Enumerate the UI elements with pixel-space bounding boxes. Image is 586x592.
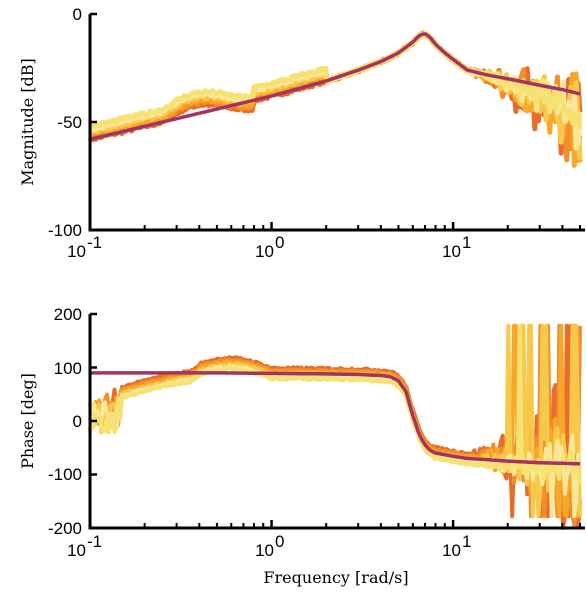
mag-xtick-0-exp: -1 (87, 233, 102, 252)
magnitude-measured-series-3 (89, 32, 583, 161)
phase-ytick-0: 200 (54, 305, 82, 324)
mag-xtick-2-base: 10 (442, 242, 461, 261)
phase-ylabel: Phase [deg] (18, 373, 37, 469)
magnitude-ticks (88, 12, 581, 232)
phase-xtick-2-exp: 1 (462, 532, 471, 551)
mag-xtick-2-exp: 1 (462, 233, 471, 252)
mag-ytick-1: -50 (57, 113, 82, 132)
phase-curves (88, 323, 582, 530)
phase-measured-series-3 (88, 323, 582, 519)
phase-panel: 200 100 0 -100 -200 10 -1 10 0 10 1 Phas… (18, 305, 585, 587)
phase-xtick-0-base: 10 (67, 541, 86, 560)
frequency-xlabel: Frequency [rad/s] (263, 568, 408, 587)
phase-ytick-2: 0 (73, 412, 82, 431)
phase-xtick-1-exp: 0 (275, 532, 284, 551)
phase-xtick-1-base: 10 (255, 541, 274, 560)
phase-measured-series-1 (88, 323, 582, 485)
magnitude-ylabel: Magnitude [dB] (18, 58, 37, 186)
mag-ytick-0: 0 (73, 5, 82, 24)
phase-ytick-1: 100 (54, 359, 82, 378)
phase-xtick-0-exp: -1 (87, 532, 102, 551)
magnitude-panel: 0 -50 -100 10 -1 10 0 10 1 Magnitude [dB… (18, 5, 585, 261)
phase-xtick-2-base: 10 (442, 541, 461, 560)
magnitude-measured-series-5 (89, 30, 583, 163)
phase-ytick-3: -100 (48, 465, 82, 484)
mag-xtick-1-exp: 0 (275, 233, 284, 252)
magnitude-model-curve (89, 32, 581, 141)
mag-ytick-2: -100 (48, 221, 82, 240)
phase-ticks (88, 312, 581, 530)
mag-xtick-0-base: 10 (67, 242, 86, 261)
magnitude-measured-series-2 (89, 30, 583, 151)
phase-model-curve (90, 371, 581, 466)
magnitude-curves (87, 30, 583, 168)
phase-ytick-4: -200 (48, 519, 82, 538)
mag-xtick-1-base: 10 (255, 242, 274, 261)
magnitude-measured-series-4 (88, 31, 583, 168)
